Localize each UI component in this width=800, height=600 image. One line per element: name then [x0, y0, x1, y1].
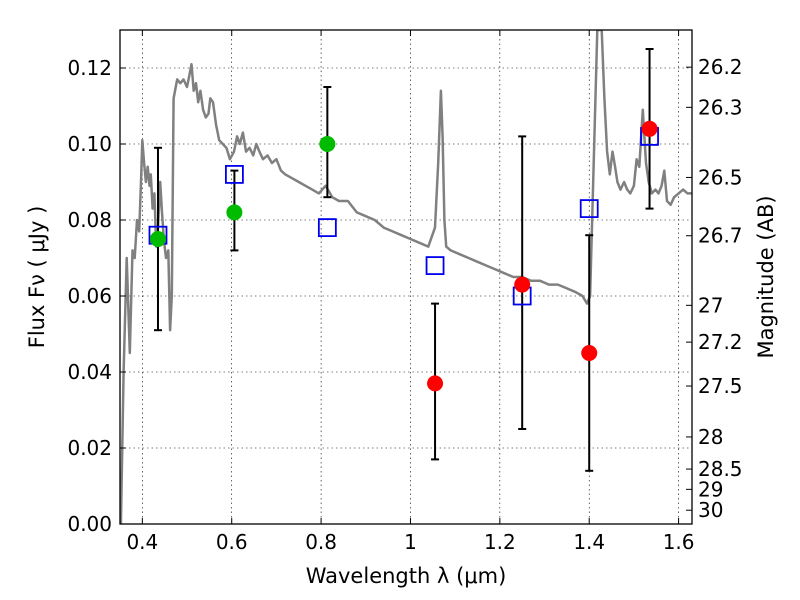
y-tick-label: 0.10 — [67, 132, 112, 156]
y-tick-label: 0.04 — [67, 360, 112, 384]
observed-flux-point — [641, 120, 658, 137]
model-photometry-square — [579, 199, 599, 219]
plot-frame — [119, 29, 693, 525]
observed-flux-point — [427, 375, 444, 392]
mag-tick-label: 27.5 — [698, 374, 743, 398]
x-tick-label: 1.6 — [663, 530, 695, 554]
mag-tick-label: 27 — [698, 293, 723, 317]
mag-tick-label: 30 — [698, 498, 723, 522]
mag-tick-label: 26.3 — [698, 95, 743, 119]
plot-area — [120, 30, 692, 524]
mag-tick-label: 27.2 — [698, 330, 743, 354]
x-tick-label: 1.4 — [573, 530, 605, 554]
mag-tick-label: 26.2 — [698, 55, 743, 79]
mag-tick-label: 28 — [698, 425, 723, 449]
mag-tick-label: 26.7 — [698, 224, 743, 248]
x-tick-label: 1.2 — [484, 530, 516, 554]
observed-flux-point — [149, 231, 166, 247]
y-tick-label: 0.08 — [67, 208, 112, 232]
x-tick-label: 1 — [404, 530, 417, 554]
y-tick-label: 0.00 — [67, 512, 112, 536]
mag-tick-label: 29 — [698, 477, 723, 501]
series-group — [120, 30, 692, 524]
sed-model-line — [120, 30, 692, 524]
model-photometry-square — [224, 164, 244, 184]
y-tick-label: 0.12 — [67, 56, 112, 80]
mag-tick-label: 26.5 — [698, 165, 743, 189]
y-tick-label: 0.06 — [67, 284, 112, 308]
x-tick-label: 0.4 — [126, 530, 158, 554]
axis-ticks: 0.4 0.6 0.8 1 1.2 1.4 1.6 0.00 0.02 0.04 0.06 0.08 0… — [67, 30, 743, 554]
observed-flux-point — [514, 276, 531, 293]
y-axis-label: Flux Fν ( μJy ) — [25, 206, 49, 349]
x-tick-label: 0.6 — [216, 530, 248, 554]
x-tick-label: 0.8 — [305, 530, 337, 554]
observed-flux-point — [226, 204, 243, 221]
observed-flux-point — [581, 345, 598, 361]
observed-flux-point — [319, 136, 336, 152]
mag-tick-label: 28.5 — [698, 457, 743, 481]
model-photometry-square — [425, 256, 445, 276]
right-axis-label: Magnitude (AB) — [754, 195, 778, 358]
x-axis-label: Wavelength λ (μm) — [306, 564, 507, 588]
y-tick-label: 0.02 — [67, 436, 112, 460]
model-photometry-square — [317, 218, 337, 238]
